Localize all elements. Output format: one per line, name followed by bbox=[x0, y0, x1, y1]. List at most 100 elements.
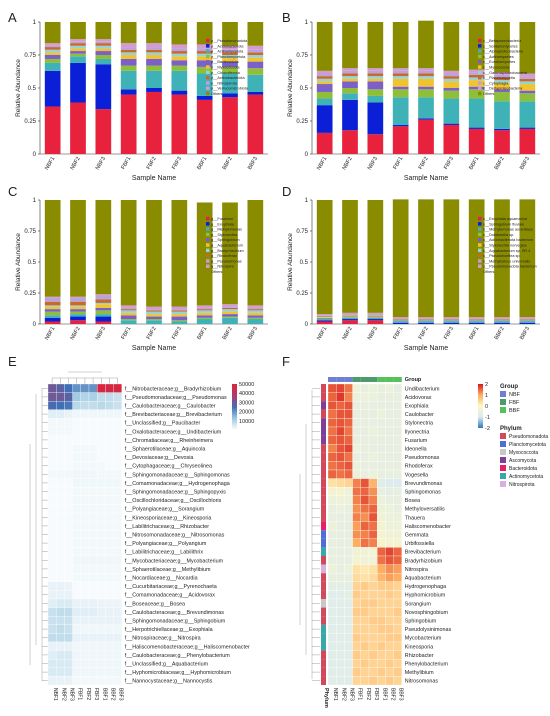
bar-segment bbox=[70, 320, 86, 324]
heatmap-cell bbox=[47, 538, 57, 548]
bar-segment bbox=[95, 299, 112, 303]
bar-segment bbox=[367, 22, 384, 69]
heatmap-cell bbox=[393, 392, 402, 402]
heatmap-cell bbox=[385, 452, 394, 462]
heatmap-cell bbox=[336, 590, 345, 600]
bar-segment bbox=[171, 53, 188, 57]
heatmap-cell bbox=[64, 409, 73, 419]
heatmap-cell bbox=[56, 512, 65, 522]
bar-segment bbox=[95, 310, 112, 315]
y-tick-label: 0.5 bbox=[28, 86, 37, 92]
bar-segment bbox=[443, 90, 460, 99]
colorbar-tick-label: 30000 bbox=[239, 400, 254, 406]
bar-segment bbox=[367, 317, 384, 318]
bar-segment bbox=[171, 309, 188, 311]
x-tick-label: NBF3 bbox=[95, 326, 107, 341]
bar-segment bbox=[120, 305, 137, 308]
heatmap-cell bbox=[327, 590, 337, 600]
heatmap-cell bbox=[385, 478, 394, 488]
heatmap-cell bbox=[80, 469, 90, 479]
bar-segment bbox=[392, 22, 409, 69]
heatmap-cell bbox=[393, 547, 402, 557]
heatmap-cell bbox=[113, 676, 122, 686]
heatmap-cell bbox=[64, 676, 73, 686]
bar-segment bbox=[392, 124, 409, 127]
y-axis-label: Relative Abundance bbox=[15, 59, 22, 117]
heatmap-cell bbox=[377, 573, 386, 582]
legend-label: Others bbox=[211, 270, 222, 274]
y-tick-label: 0.25 bbox=[24, 291, 36, 297]
bar-segment bbox=[494, 77, 510, 81]
heatmap-cell bbox=[47, 667, 57, 677]
bar-segment bbox=[494, 80, 510, 83]
bar-segment bbox=[171, 90, 188, 95]
bar-segment bbox=[443, 76, 460, 79]
bar-segment bbox=[196, 56, 213, 61]
phylum-annotation-cell bbox=[321, 392, 326, 402]
heatmap-cell bbox=[56, 530, 65, 539]
heatmap-cell bbox=[88, 392, 98, 402]
heatmap-cell bbox=[88, 598, 98, 608]
row-label: f__Sphingomonadaceae;g__Sphingopyxis bbox=[125, 490, 226, 496]
bar-segment bbox=[342, 315, 358, 316]
bar-segment bbox=[519, 78, 536, 82]
legend-swatch bbox=[206, 38, 210, 43]
legend-label: c__Planctomycetia bbox=[483, 76, 516, 80]
legend-swatch bbox=[206, 91, 210, 96]
heatmap-cell bbox=[47, 573, 57, 582]
heatmap-cell bbox=[385, 418, 394, 428]
heatmap-cell bbox=[64, 452, 73, 462]
group-annotation-cell bbox=[369, 377, 378, 382]
phylum-annotation-cell bbox=[321, 530, 326, 539]
bar-segment bbox=[342, 22, 358, 69]
heatmap-cell bbox=[385, 469, 394, 479]
bar-segment bbox=[519, 320, 536, 321]
heatmap-cell bbox=[113, 512, 122, 522]
group-annotation-cell bbox=[393, 377, 402, 382]
bar-segment bbox=[418, 89, 434, 98]
heatmap-cell bbox=[385, 659, 394, 668]
heatmap-cell bbox=[72, 521, 81, 531]
heatmap-cell bbox=[97, 659, 106, 668]
heatmap-cell bbox=[72, 383, 81, 393]
bar-segment bbox=[519, 22, 536, 74]
heatmap-cell bbox=[377, 392, 386, 402]
heatmap-cell bbox=[336, 607, 345, 617]
x-tick-label: NBF2 bbox=[342, 326, 354, 341]
heatmap-cell bbox=[80, 667, 90, 677]
heatmap-cell bbox=[88, 426, 98, 436]
bar-segment bbox=[44, 62, 61, 71]
bar-segment bbox=[367, 200, 384, 313]
bar-segment bbox=[222, 309, 238, 312]
bar-segment bbox=[418, 319, 434, 320]
chart-panel-a: 0 0.25 0.5 0.75 1 NBF1 NBF2 NBF3 FBF1 FBF2 FBF3 BBF… bbox=[15, 20, 268, 182]
heatmap-cell bbox=[80, 530, 90, 539]
heatmap-cell bbox=[368, 418, 378, 428]
bar-segment bbox=[171, 48, 188, 52]
legend-swatch bbox=[206, 65, 210, 69]
heatmap-cell bbox=[88, 564, 98, 574]
bar-segment bbox=[146, 70, 162, 88]
legend-label: g__Exophiala bbox=[211, 222, 235, 226]
heatmap-cell bbox=[97, 478, 106, 488]
heatmap-cell bbox=[385, 401, 394, 410]
heatmap-cell bbox=[97, 504, 106, 514]
heatmap-cell bbox=[360, 418, 370, 428]
heatmap-cell bbox=[113, 667, 122, 677]
legend-label: Others bbox=[211, 92, 222, 96]
heatmap-cell bbox=[393, 444, 402, 453]
bar-segment bbox=[468, 74, 485, 78]
phylum-legend-label: Actinomycetota bbox=[509, 474, 543, 480]
bar-segment bbox=[392, 73, 409, 77]
bar-segment bbox=[70, 306, 86, 310]
heatmap-cell bbox=[336, 401, 345, 410]
bar-segment bbox=[44, 49, 61, 53]
heatmap-cell bbox=[368, 495, 378, 505]
heatmap-cell bbox=[88, 538, 98, 548]
legend-label: p__Pseudomonadota bbox=[211, 39, 248, 43]
heatmap-cell bbox=[88, 444, 98, 453]
heatmap-cell bbox=[368, 633, 378, 643]
heatmap-cell bbox=[72, 633, 81, 643]
heatmap-cell bbox=[368, 538, 378, 548]
phylum-annotation-cell bbox=[321, 633, 326, 642]
